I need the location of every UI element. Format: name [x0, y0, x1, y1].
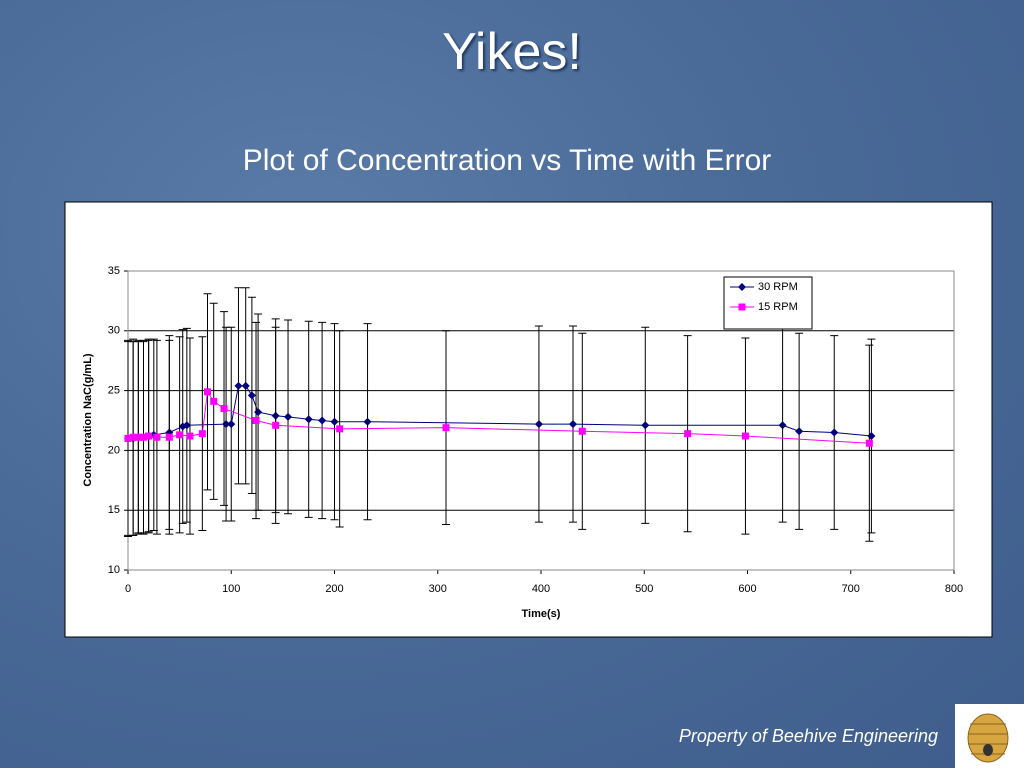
- y-tick-label: 10: [108, 564, 120, 576]
- x-axis-label: Time(s): [522, 608, 561, 620]
- footer: Property of Beehive Engineering: [678, 726, 938, 746]
- data-point: [795, 427, 804, 436]
- beehive-rings: [968, 723, 1008, 755]
- legend-label: 30 RPM: [758, 281, 798, 293]
- data-point: [578, 427, 586, 435]
- legend-box: [723, 276, 813, 330]
- data-point: [182, 421, 191, 430]
- x-tick-label: 700: [842, 583, 860, 595]
- x-tick-label: 100: [222, 583, 240, 595]
- data-point: [153, 433, 161, 441]
- data-point: [241, 381, 250, 390]
- beehive-door: [983, 744, 993, 756]
- data-point: [304, 415, 313, 424]
- beehive: [967, 713, 1009, 763]
- legend-marker: [738, 303, 746, 311]
- data-point: [220, 405, 228, 413]
- data-point: [129, 433, 137, 441]
- data-point: [865, 439, 873, 447]
- x-tick-label: 400: [532, 583, 550, 595]
- data-point: [272, 421, 280, 429]
- data-point: [684, 430, 692, 438]
- data-point: [165, 433, 173, 441]
- data-point: [318, 416, 327, 425]
- legend-label: 15 RPM: [758, 301, 798, 313]
- x-tick-label: 0: [125, 583, 131, 595]
- data-point: [145, 432, 153, 440]
- legend: 30 RPM 15 RPM: [723, 276, 813, 330]
- data-point: [778, 421, 787, 430]
- data-point: [139, 433, 147, 441]
- x-tick-label: 200: [325, 583, 343, 595]
- x-tick-label: 500: [635, 583, 653, 595]
- data-point: [234, 381, 243, 390]
- data-point: [210, 397, 218, 405]
- data-point: [247, 391, 256, 400]
- chart-area: [64, 201, 993, 638]
- data-point: [641, 421, 650, 430]
- data-point: [534, 420, 543, 429]
- data-point: [442, 424, 450, 432]
- slide-title: Yikes!: [442, 23, 582, 81]
- data-point: [741, 432, 749, 440]
- data-point: [186, 432, 194, 440]
- data-point: [124, 434, 132, 442]
- y-tick-label: 15: [108, 504, 120, 516]
- y-tick-label: 30: [108, 325, 120, 337]
- data-point: [336, 425, 344, 433]
- x-tick-label: 800: [945, 583, 963, 595]
- data-point: [830, 428, 839, 437]
- data-point: [134, 433, 142, 441]
- data-point: [204, 388, 212, 396]
- logo: [955, 704, 1024, 768]
- x-tick-label: 600: [738, 583, 756, 595]
- data-point: [198, 430, 206, 438]
- data-point: [252, 417, 260, 424]
- data-point: [363, 417, 372, 426]
- data-point: [227, 420, 236, 429]
- data-point: [284, 412, 293, 421]
- legend-marker: [738, 283, 746, 291]
- y-tick-label: 25: [108, 385, 120, 397]
- data-point: [569, 420, 578, 429]
- y-tick-label: 35: [108, 265, 120, 277]
- chart-title: Plot of Concentration vs Time with Error: [242, 144, 772, 177]
- data-point: [330, 417, 339, 426]
- y-tick-label: 20: [108, 444, 120, 456]
- x-tick-label: 300: [429, 583, 447, 595]
- y-axis-label: Concentration NaC(g/mL): [82, 353, 94, 487]
- data-point: [176, 431, 184, 439]
